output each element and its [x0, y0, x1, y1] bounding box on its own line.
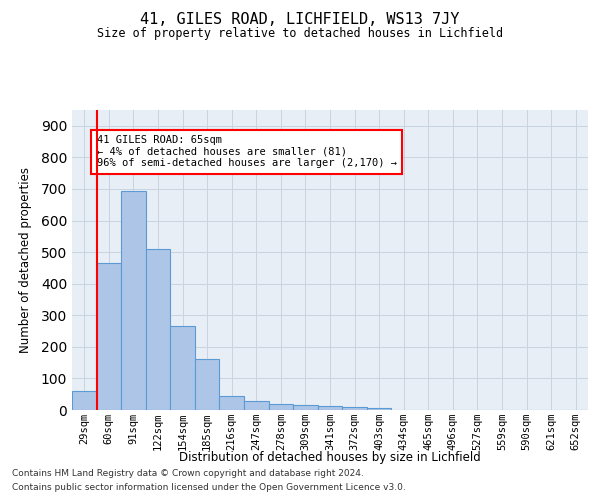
Bar: [367, 408, 391, 410]
Bar: [195, 360, 220, 410]
Bar: [170, 326, 195, 410]
Text: 41, GILES ROAD, LICHFIELD, WS13 7JY: 41, GILES ROAD, LICHFIELD, WS13 7JY: [140, 12, 460, 28]
Bar: [318, 406, 342, 410]
Bar: [220, 396, 244, 410]
Y-axis label: Number of detached properties: Number of detached properties: [19, 167, 32, 353]
Text: Contains HM Land Registry data © Crown copyright and database right 2024.: Contains HM Land Registry data © Crown c…: [12, 468, 364, 477]
Bar: [293, 406, 318, 410]
Bar: [72, 391, 97, 410]
Bar: [146, 249, 170, 410]
Bar: [244, 400, 269, 410]
Text: Distribution of detached houses by size in Lichfield: Distribution of detached houses by size …: [179, 451, 481, 464]
Text: 41 GILES ROAD: 65sqm
← 4% of detached houses are smaller (81)
96% of semi-detach: 41 GILES ROAD: 65sqm ← 4% of detached ho…: [97, 136, 397, 168]
Text: Size of property relative to detached houses in Lichfield: Size of property relative to detached ho…: [97, 28, 503, 40]
Bar: [342, 408, 367, 410]
Bar: [121, 190, 146, 410]
Text: Contains public sector information licensed under the Open Government Licence v3: Contains public sector information licen…: [12, 484, 406, 492]
Bar: [97, 263, 121, 410]
Bar: [269, 404, 293, 410]
